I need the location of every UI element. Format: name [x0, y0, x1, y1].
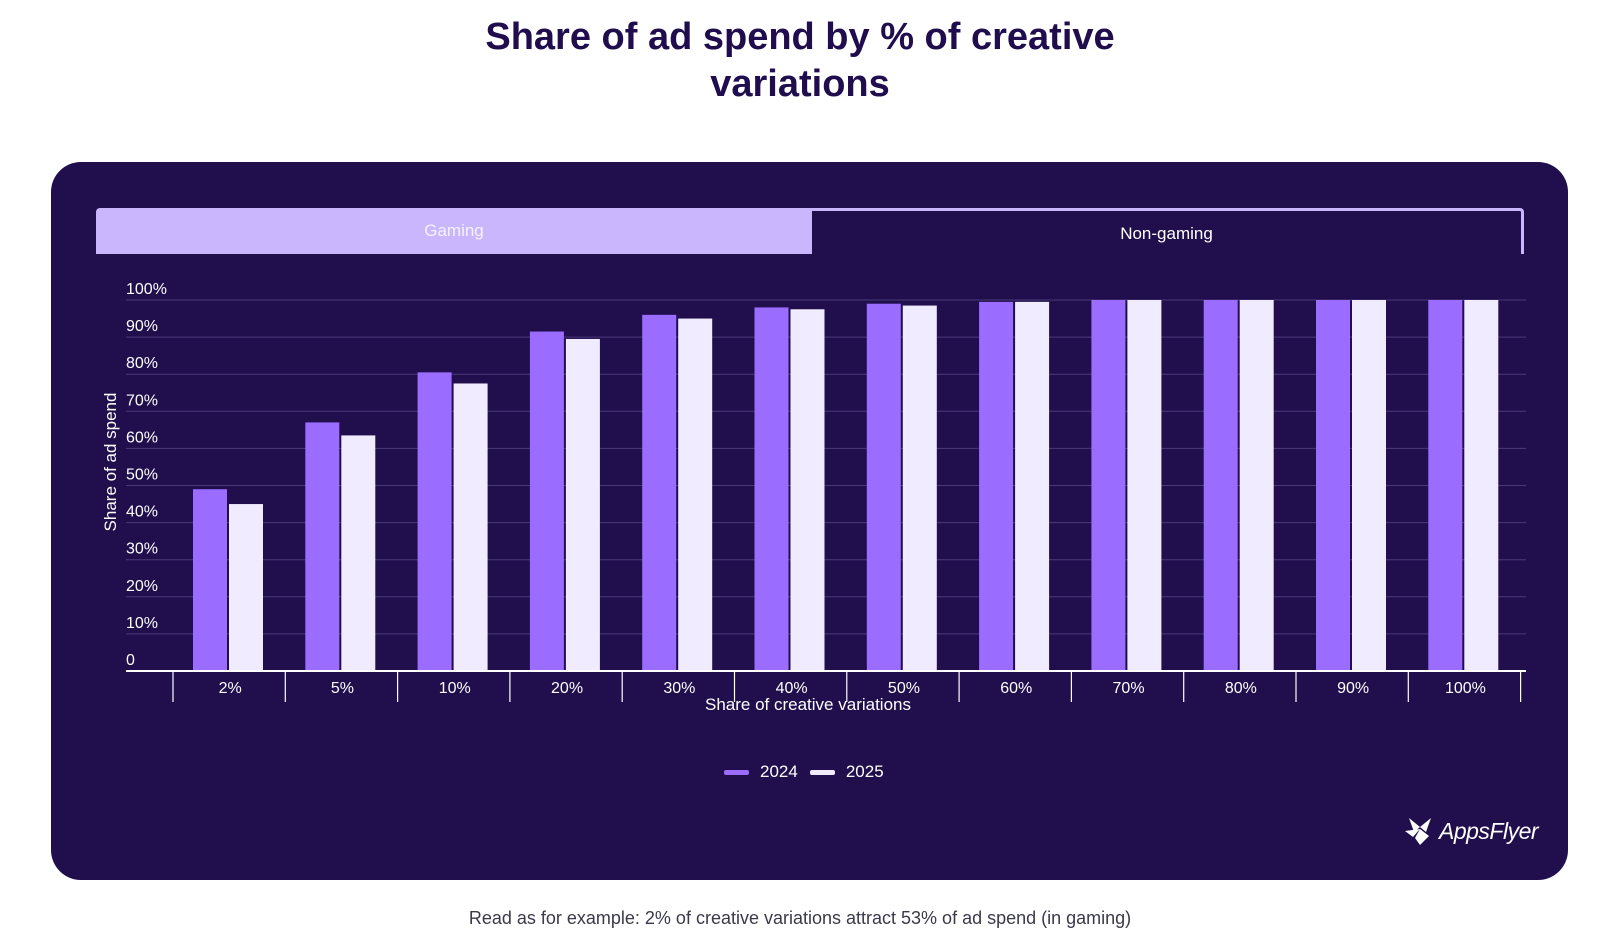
- chart-title-line-1: Share of ad spend by % of creative: [485, 16, 1115, 58]
- bar-2025-80pct: [1239, 300, 1274, 671]
- bar-2025-50pct: [902, 305, 937, 671]
- bar-2025-10pct: [453, 383, 488, 671]
- bar-2024-5pct: [305, 422, 340, 671]
- appsflyer-logo-text: AppsFlyer: [1439, 817, 1539, 844]
- bar-chart: 0 10% 20% 30% 40% 50% 60% 70% 80% 90% 100% 2% 5% 10% 2…: [101, 281, 1526, 714]
- x-tick-label: 30%: [663, 680, 695, 697]
- x-tick-label: 40%: [776, 680, 808, 697]
- y-tick-label: 0: [126, 652, 135, 669]
- legend-swatch-2024: [724, 769, 749, 775]
- x-tick-label: 100%: [1445, 680, 1486, 697]
- x-tick-label: 20%: [551, 680, 583, 697]
- x-tick-label: 50%: [888, 680, 920, 697]
- bar-2024-20pct: [529, 331, 564, 671]
- x-tick-label: 2%: [219, 680, 242, 697]
- x-tick-label: 60%: [1000, 680, 1032, 697]
- y-tick-label: 90%: [126, 318, 158, 335]
- legend-item-2024[interactable]: 2024: [724, 762, 798, 782]
- x-tick-label: 70%: [1113, 680, 1145, 697]
- appsflyer-logo: AppsFlyer: [1403, 814, 1539, 848]
- bar-2024-70pct: [1091, 300, 1126, 671]
- bar-2024-90pct: [1316, 300, 1350, 671]
- bar-2025-100pct: [1464, 300, 1499, 671]
- y-tick-label: 70%: [126, 392, 158, 409]
- bar-2025-20pct: [565, 338, 600, 671]
- legend-item-2025[interactable]: 2025: [809, 762, 884, 782]
- tab-non-gaming[interactable]: Non-gaming: [812, 208, 1524, 254]
- legend-swatch-2025: [809, 769, 835, 775]
- y-tick-label: 60%: [126, 429, 158, 446]
- bar-2025-2pct: [229, 504, 263, 671]
- y-tick-label: 10%: [126, 615, 158, 632]
- appsflyer-logo-icon: [1405, 818, 1431, 845]
- chart-panel: Gaming Non-gaming 0 10% 20% 30% 40% 50% 60% 70%…: [51, 162, 1568, 880]
- x-tick-label: 80%: [1225, 680, 1257, 697]
- x-tick-label: 90%: [1337, 680, 1369, 697]
- y-tick-label: 50%: [126, 467, 158, 484]
- x-tick-label: 10%: [439, 680, 471, 697]
- y-tick-label: 30%: [126, 541, 158, 558]
- bar-2024-100pct: [1428, 300, 1463, 671]
- legend: 2024 2025: [724, 760, 896, 784]
- bar-2024-10pct: [417, 372, 452, 671]
- chart-title: Share of ad spend by % of creative varia…: [300, 14, 1300, 108]
- y-tick-label: 80%: [126, 355, 158, 372]
- bar-2024-50pct: [866, 303, 901, 671]
- legend-label-2024: 2024: [760, 762, 798, 781]
- legend-label-2025: 2025: [845, 762, 884, 781]
- bar-2024-60pct: [979, 301, 1014, 671]
- y-axis-title: Share of ad spend: [101, 393, 120, 532]
- bar-2025-60pct: [1015, 301, 1050, 671]
- x-tick-label: 5%: [331, 680, 354, 697]
- chart-title-line-2: variations: [710, 63, 890, 105]
- y-tick-label: 20%: [126, 578, 158, 595]
- bar-2025-70pct: [1127, 300, 1162, 671]
- bar-2025-40pct: [790, 309, 825, 671]
- y-tick-label: 100%: [126, 281, 167, 298]
- axes: 0 10% 20% 30% 40% 50% 60% 70% 80% 90% 100% 2% 5% 10% 2…: [126, 281, 1526, 702]
- tab-gaming[interactable]: Gaming: [96, 208, 812, 254]
- bar-2024-40pct: [754, 307, 789, 671]
- x-axis-title: Share of creative variations: [705, 695, 911, 714]
- bar-2025-5pct: [341, 435, 376, 671]
- bar-2025-30pct: [678, 318, 713, 671]
- bars: [193, 300, 1499, 671]
- bar-2025-90pct: [1352, 300, 1386, 671]
- bar-2024-80pct: [1203, 300, 1238, 671]
- bar-2024-2pct: [193, 489, 227, 671]
- y-tick-label: 40%: [126, 504, 158, 521]
- footnote: Read as for example: 2% of creative vari…: [468, 908, 1132, 928]
- bar-2024-30pct: [642, 314, 677, 671]
